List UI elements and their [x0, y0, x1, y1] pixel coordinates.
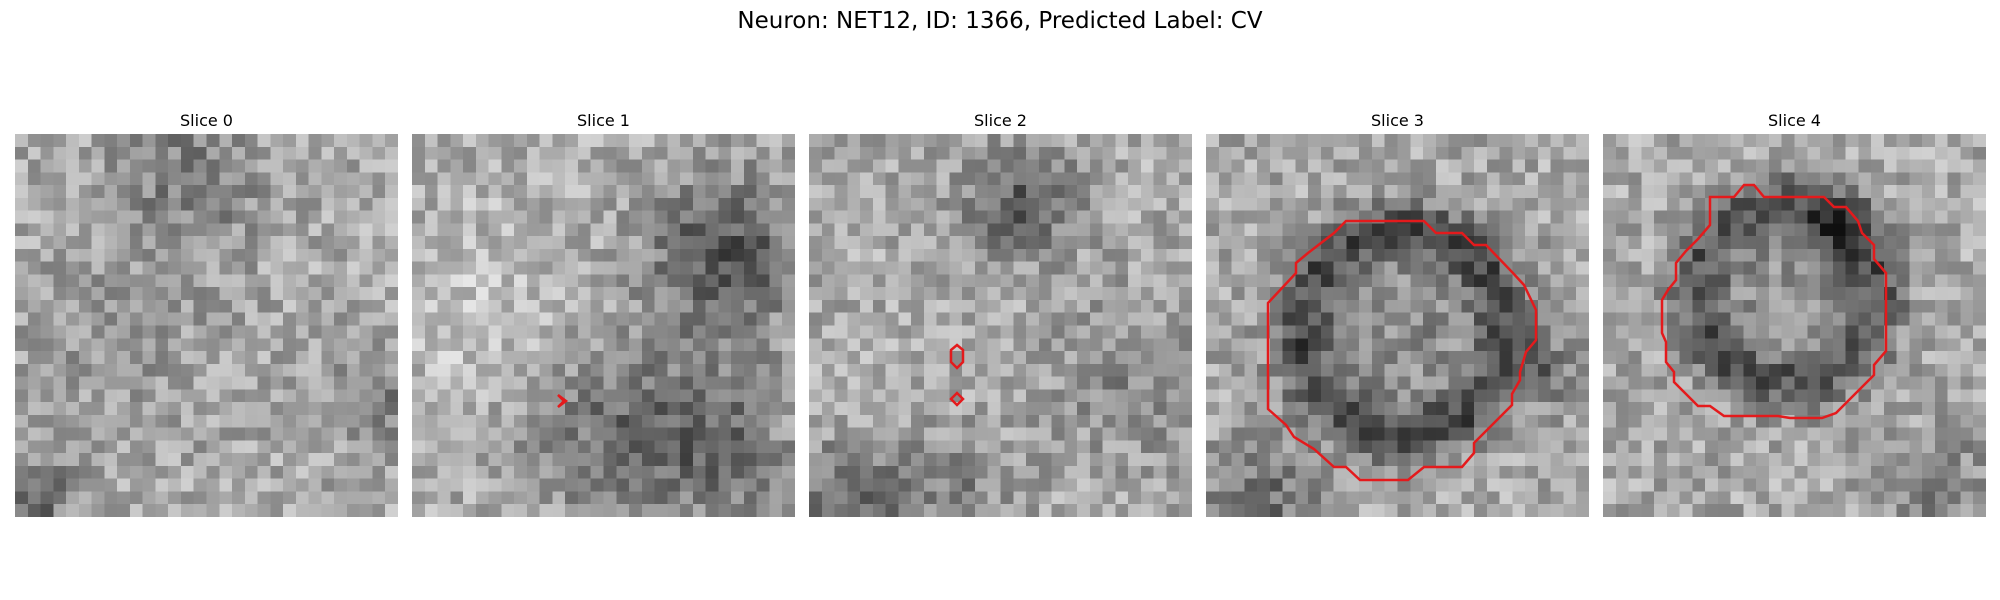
slice-panel-3: Slice 3 [1206, 108, 1589, 517]
contour [557, 394, 569, 408]
segmentation-overlay [1266, 219, 1538, 482]
grayscale-texture [412, 134, 795, 517]
slice-panel-4: Slice 4 [1603, 108, 1986, 517]
figure-title: Neuron: NET12, ID: 1366, Predicted Label… [737, 8, 1263, 34]
slice-image [412, 134, 795, 517]
contour [1266, 219, 1538, 482]
slice-image [15, 134, 398, 517]
contour [949, 343, 965, 370]
slice-panel-2: Slice 2 [809, 108, 1192, 517]
contour [1660, 183, 1888, 420]
segmentation-overlay [949, 343, 965, 407]
grayscale-texture [15, 134, 398, 517]
segmentation-overlay [557, 394, 569, 408]
segmentation-overlay [15, 134, 398, 517]
slice-image [1206, 134, 1589, 517]
slice-image [809, 134, 1192, 517]
grayscale-texture [1206, 134, 1589, 517]
slice-image [1603, 134, 1986, 517]
segmentation-overlay [1660, 183, 1888, 420]
contour [949, 391, 965, 407]
slice-title: Slice 1 [577, 111, 630, 130]
slice-title: Slice 0 [180, 111, 233, 130]
slice-title: Slice 2 [974, 111, 1027, 130]
slice-panel-0: Slice 0 [15, 108, 398, 517]
slice-title: Slice 4 [1768, 111, 1821, 130]
slice-title: Slice 3 [1371, 111, 1424, 130]
slice-panel-1: Slice 1 [412, 108, 795, 517]
grayscale-texture [809, 134, 1192, 517]
